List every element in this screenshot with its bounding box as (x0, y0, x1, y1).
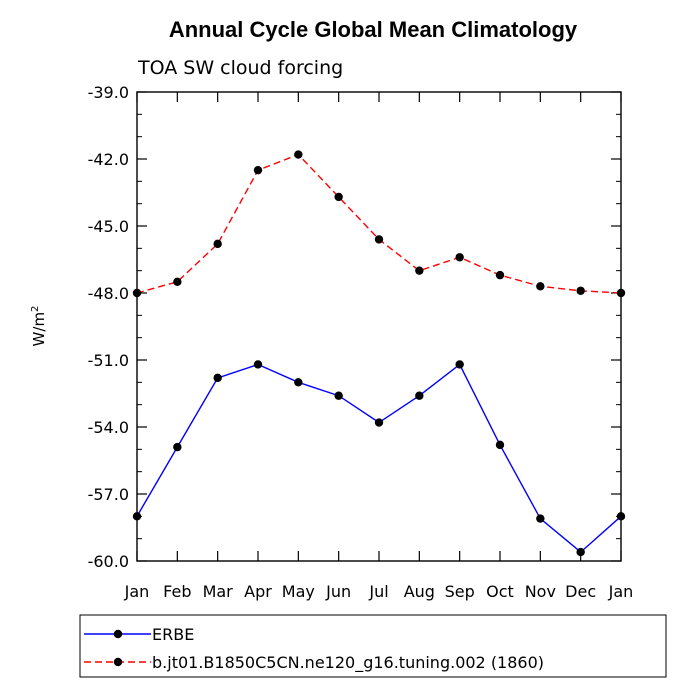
ticks-layer: -39.0 -42.0 -45.0 -48.0 -51.0 -54.0 -57.0 -60.0… (88, 83, 634, 601)
series-point (495, 270, 505, 280)
legend-item-2: b.jt01.B1850C5CN.ne120_g16.tuning.002 (1… (84, 653, 544, 673)
plot-frame (136, 91, 622, 562)
series-point (132, 288, 142, 298)
series-point (455, 360, 464, 369)
series-point (334, 391, 343, 400)
x-tick-label: Sep (445, 582, 475, 601)
series-point (294, 150, 303, 159)
series-point (334, 192, 343, 202)
series-point (455, 253, 464, 262)
y-tick-label: -60.0 (88, 552, 129, 571)
series-point (132, 512, 142, 521)
series-point (213, 373, 222, 383)
y-axis-label-exponent: 2 (30, 306, 41, 312)
series-1 (132, 360, 626, 557)
series-point (576, 547, 585, 557)
x-tick-label: Apr (244, 582, 272, 601)
y-tick-label: -39.0 (88, 83, 129, 102)
series-point (173, 442, 182, 452)
series-point (294, 378, 303, 387)
series-point (253, 165, 263, 175)
x-tick-label: Aug (404, 582, 435, 601)
series-point (616, 512, 626, 521)
series-point (415, 266, 424, 275)
y-tick-label: -51.0 (88, 351, 129, 370)
series-point (173, 277, 182, 287)
series-line (136, 153, 622, 294)
x-tick-label: Jan (608, 582, 634, 601)
x-tick-label: Oct (486, 582, 514, 601)
legend-label: b.jt01.B1850C5CN.ne120_g16.tuning.002 (1… (152, 653, 544, 673)
x-tick-label: Jun (325, 582, 351, 601)
x-tick-label: Dec (565, 582, 596, 601)
x-tick-label: Feb (163, 582, 191, 601)
series-point (576, 286, 585, 295)
x-tick-label: Jan (124, 582, 150, 601)
chart-title: Annual Cycle Global Mean Climatology (169, 17, 578, 42)
series-2 (132, 150, 626, 298)
x-tick-label: May (282, 582, 315, 601)
legend-box (79, 614, 667, 678)
y-tick-label: -45.0 (88, 217, 129, 236)
y-axis-label: W/m2 (30, 306, 48, 347)
series-point (253, 360, 263, 369)
series-line (136, 363, 622, 554)
legend-label: ERBE (152, 625, 194, 644)
series-point (374, 235, 384, 244)
series-point (374, 418, 384, 427)
x-tick-label: Nov (525, 582, 556, 601)
series-layer (132, 150, 626, 557)
x-tick-label: Mar (203, 582, 234, 601)
x-tick-label: Jul (368, 582, 388, 601)
legend-item-1: ERBE (84, 625, 194, 644)
series-point (536, 514, 545, 523)
legend-marker (113, 657, 123, 667)
y-axis-label-unit: W/m (30, 312, 48, 347)
series-point (415, 391, 424, 400)
series-point (213, 239, 222, 249)
series-point (495, 440, 505, 450)
y-tick-label: -42.0 (88, 150, 129, 169)
legend-marker (113, 629, 123, 639)
legend-items: ERBE b.jt01.B1850C5CN.ne120_g16.tuning.00… (84, 625, 544, 673)
plot-area: -39.0 -42.0 -45.0 -48.0 -51.0 -54.0 -57.0 -60.0… (88, 83, 634, 601)
y-tick-label: -54.0 (88, 418, 129, 437)
series-point (616, 288, 626, 298)
y-tick-label: -57.0 (88, 485, 129, 504)
y-tick-label: -48.0 (88, 284, 129, 303)
series-point (536, 282, 545, 291)
chart-subtitle: TOA SW cloud forcing (137, 57, 343, 79)
legend: ERBE b.jt01.B1850C5CN.ne120_g16.tuning.00… (79, 614, 667, 678)
